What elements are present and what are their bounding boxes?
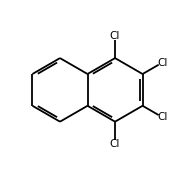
Text: Cl: Cl: [110, 31, 120, 41]
Text: Cl: Cl: [157, 112, 167, 122]
Text: Cl: Cl: [110, 139, 120, 149]
Text: Cl: Cl: [157, 58, 167, 68]
